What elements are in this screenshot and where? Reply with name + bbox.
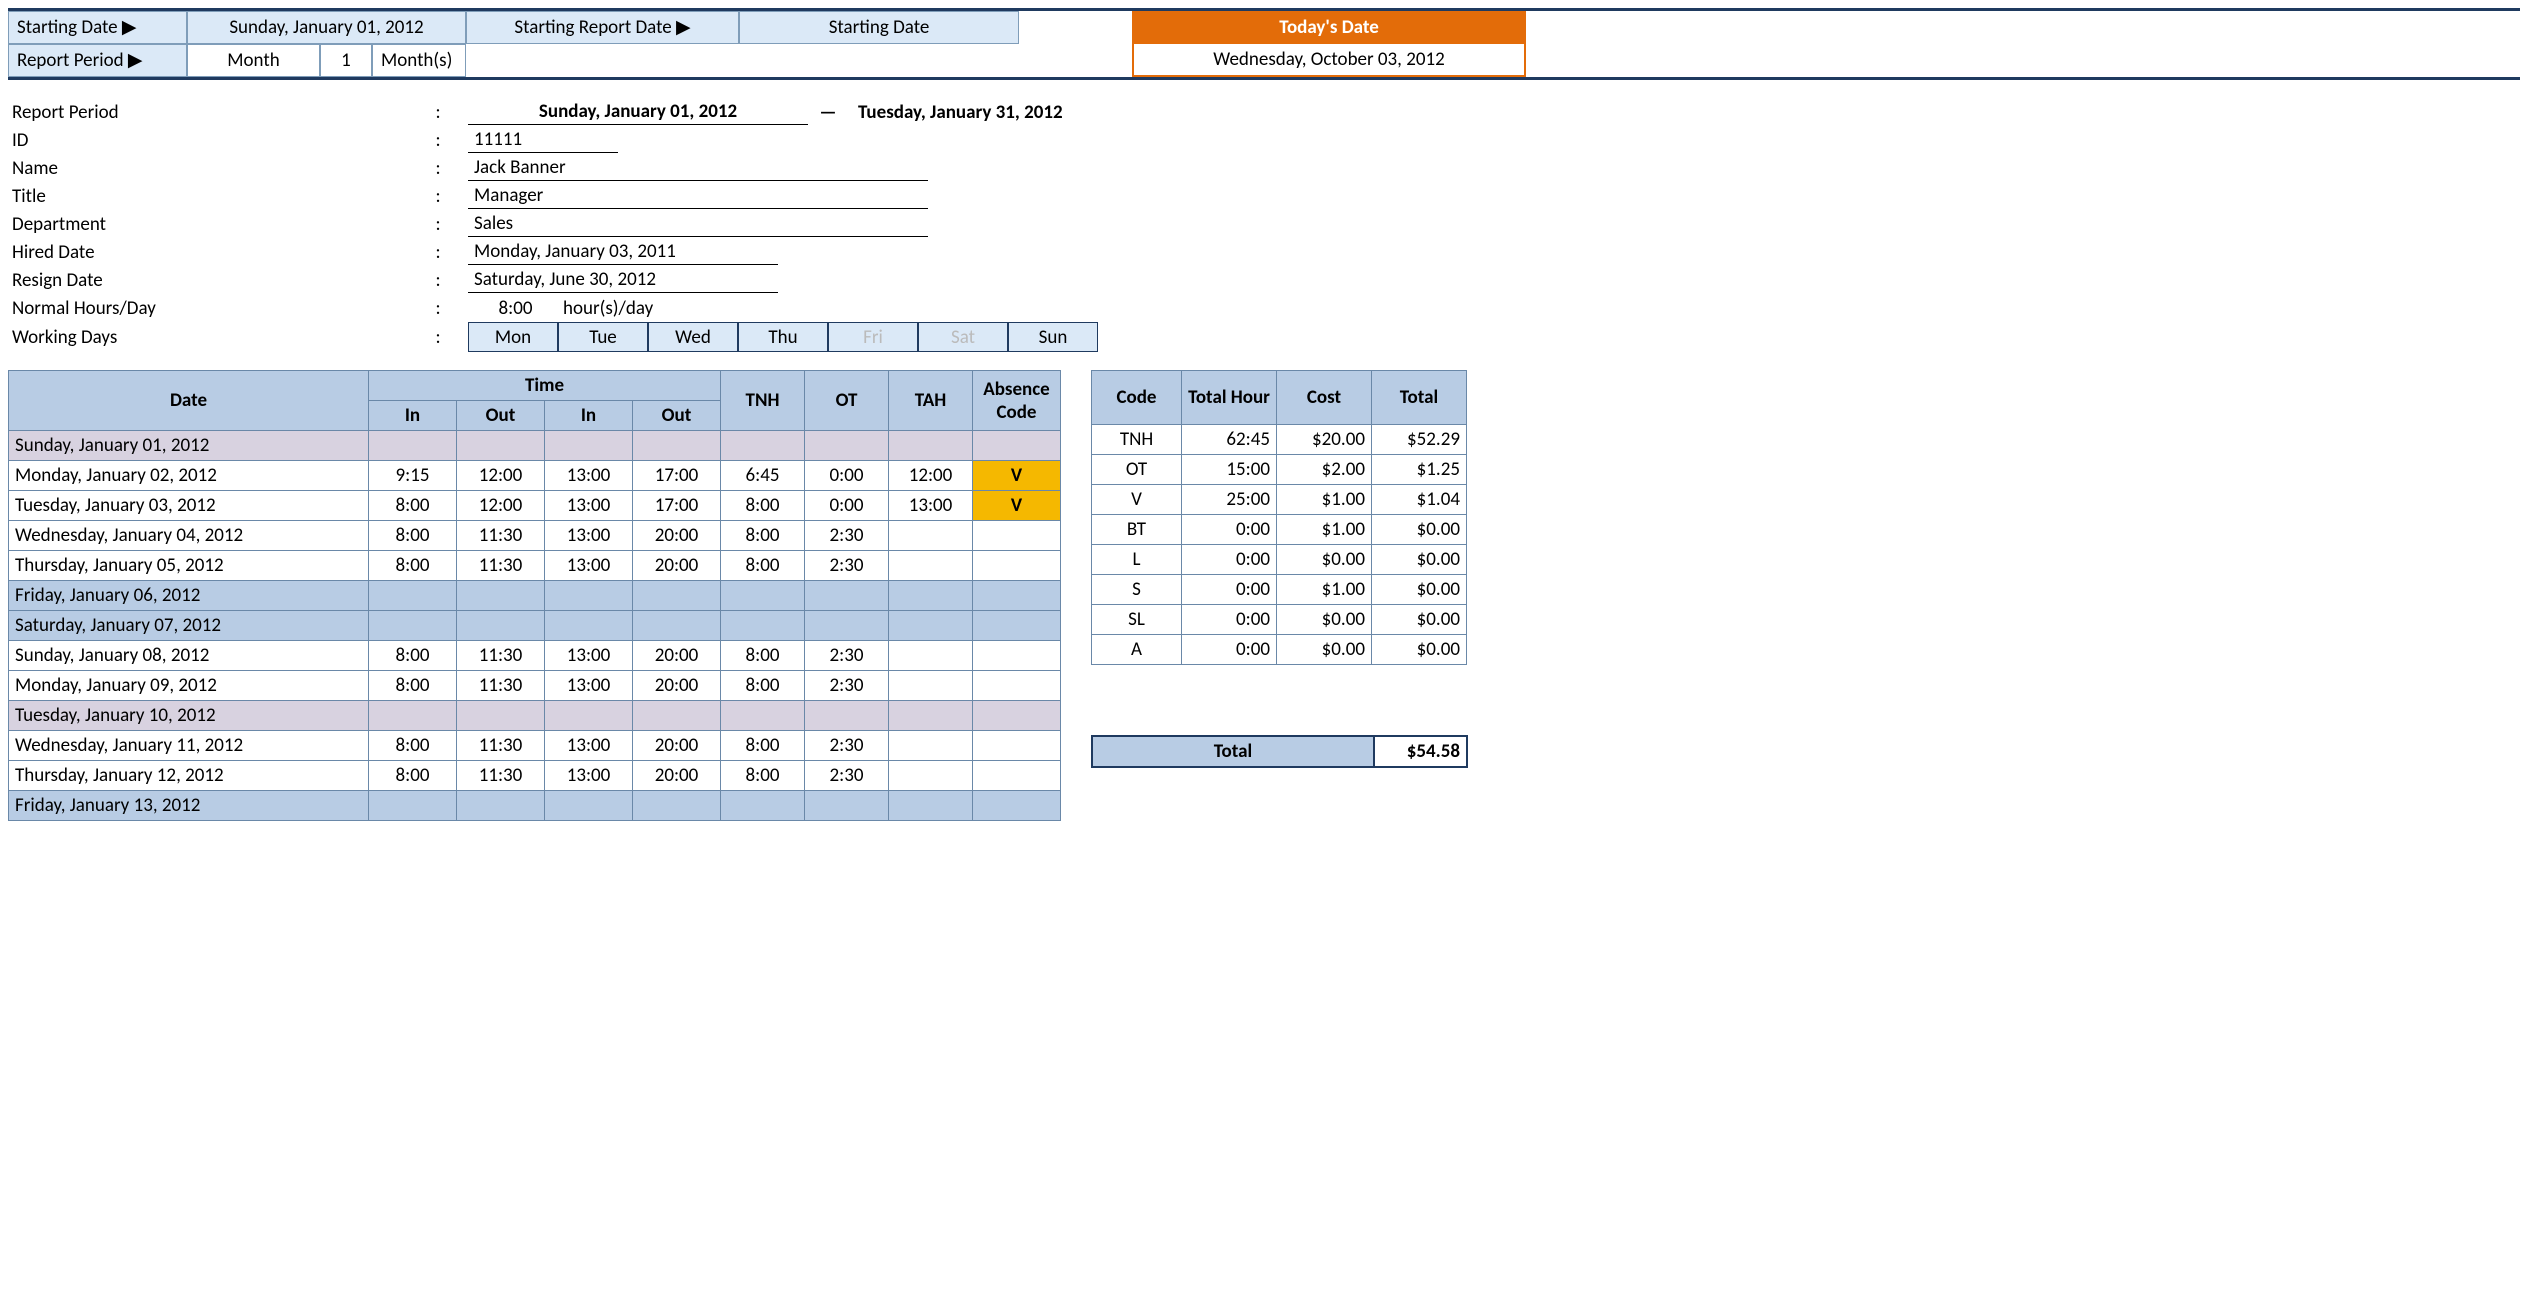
grand-total-value: $54.58 xyxy=(1374,736,1467,767)
col-tah: TAH xyxy=(889,371,973,431)
starting-date-label: Starting Date ▶ xyxy=(8,11,187,44)
summary-row: OT15:00$2.00$1.25 xyxy=(1092,455,1467,485)
summary-row: SL0:00$0.00$0.00 xyxy=(1092,605,1467,635)
day-mon: Mon xyxy=(468,322,558,352)
info-dept-label: Department xyxy=(8,213,408,236)
period-suffix: Month(s) xyxy=(372,44,466,77)
table-row: Sunday, January 08, 20128:0011:3013:0020… xyxy=(9,641,1061,671)
col-tnh: TNH xyxy=(721,371,805,431)
info-id-value: 11111 xyxy=(468,127,618,153)
table-row: Monday, January 09, 20128:0011:3013:0020… xyxy=(9,671,1061,701)
scol-code: Code xyxy=(1092,371,1182,425)
table-row: Monday, January 02, 20129:1512:0013:0017… xyxy=(9,461,1061,491)
col-time: Time xyxy=(369,371,721,401)
summary-row: L0:00$0.00$0.00 xyxy=(1092,545,1467,575)
total-table: Total $54.58 xyxy=(1091,735,1468,768)
info-name-value: Jack Banner xyxy=(468,155,928,181)
dash: — xyxy=(808,101,848,124)
info-report-period-start: Sunday, January 01, 2012 xyxy=(468,99,808,125)
day-thu: Thu xyxy=(738,322,828,352)
table-row: Thursday, January 12, 20128:0011:3013:00… xyxy=(9,761,1061,791)
scol-hour: Total Hour xyxy=(1182,371,1277,425)
col-ot: OT xyxy=(805,371,889,431)
day-fri: Fri xyxy=(828,322,918,352)
table-row: Saturday, January 07, 2012 xyxy=(9,611,1061,641)
scol-cost: Cost xyxy=(1277,371,1372,425)
table-row: Sunday, January 01, 2012 xyxy=(9,431,1061,461)
info-report-period-end: Tuesday, January 31, 2012 xyxy=(848,101,1063,124)
col-date: Date xyxy=(9,371,369,431)
info-working-label: Working Days xyxy=(8,326,408,349)
todays-date-value: Wednesday, October 03, 2012 xyxy=(1132,44,1526,77)
table-row: Tuesday, January 10, 2012 xyxy=(9,701,1061,731)
summary-row: V25:00$1.00$1.04 xyxy=(1092,485,1467,515)
info-resign-label: Resign Date xyxy=(8,269,408,292)
col-out2: Out xyxy=(633,401,721,431)
info-dept-value: Sales xyxy=(468,211,928,237)
day-tue: Tue xyxy=(558,322,648,352)
table-row: Wednesday, January 04, 20128:0011:3013:0… xyxy=(9,521,1061,551)
starting-date-value[interactable]: Sunday, January 01, 2012 xyxy=(187,11,466,44)
header-row-1: Starting Date ▶ Sunday, January 01, 2012… xyxy=(8,11,2520,44)
summary-table: Code Total Hour Cost Total TNH62:45$20.0… xyxy=(1091,370,1467,665)
info-name-label: Name xyxy=(8,157,408,180)
info-normal-hours: 8:00 xyxy=(468,297,563,320)
info-hired-value: Monday, January 03, 2011 xyxy=(468,239,778,265)
period-unit[interactable]: Month xyxy=(187,44,320,77)
day-sun: Sun xyxy=(1008,322,1098,352)
grand-total-label: Total xyxy=(1092,736,1374,767)
summary-row: BT0:00$1.00$0.00 xyxy=(1092,515,1467,545)
info-id-label: ID xyxy=(8,129,408,152)
info-resign-value: Saturday, June 30, 2012 xyxy=(468,267,778,293)
info-normal-suffix: hour(s)/day xyxy=(563,297,653,320)
col-out1: Out xyxy=(457,401,545,431)
header-row-2: Report Period ▶ Month 1 Month(s) Wednesd… xyxy=(8,44,2520,77)
table-row: Friday, January 13, 2012 xyxy=(9,791,1061,821)
summary-row: TNH62:45$20.00$52.29 xyxy=(1092,425,1467,455)
col-in1: In xyxy=(369,401,457,431)
table-row: Tuesday, January 03, 20128:0012:0013:001… xyxy=(9,491,1061,521)
info-report-period-label: Report Period xyxy=(8,101,408,124)
day-sat: Sat xyxy=(918,322,1008,352)
scol-total: Total xyxy=(1372,371,1467,425)
table-row: Wednesday, January 11, 20128:0011:3013:0… xyxy=(9,731,1061,761)
time-table: Date Time TNH OT TAH Absence Code In Out… xyxy=(8,370,1061,821)
info-hired-label: Hired Date xyxy=(8,241,408,264)
table-row: Friday, January 06, 2012 xyxy=(9,581,1061,611)
todays-date-label: Today's Date xyxy=(1132,11,1526,44)
summary-row: A0:00$0.00$0.00 xyxy=(1092,635,1467,665)
info-title-value: Manager xyxy=(468,183,928,209)
info-section: Report Period : Sunday, January 01, 2012… xyxy=(8,98,2520,352)
col-in2: In xyxy=(545,401,633,431)
info-normal-label: Normal Hours/Day xyxy=(8,297,408,320)
report-period-label: Report Period ▶ xyxy=(8,44,187,77)
table-row: Thursday, January 05, 20128:0011:3013:00… xyxy=(9,551,1061,581)
summary-section: Code Total Hour Cost Total TNH62:45$20.0… xyxy=(1091,370,1468,768)
day-wed: Wed xyxy=(648,322,738,352)
summary-row: S0:00$1.00$0.00 xyxy=(1092,575,1467,605)
col-absence: Absence Code xyxy=(973,371,1061,431)
starting-report-value[interactable]: Starting Date xyxy=(739,11,1019,44)
period-num[interactable]: 1 xyxy=(320,44,372,77)
working-days: MonTueWedThuFriSatSun xyxy=(468,322,1098,352)
info-title-label: Title xyxy=(8,185,408,208)
starting-report-date-label: Starting Report Date ▶ xyxy=(466,11,739,44)
